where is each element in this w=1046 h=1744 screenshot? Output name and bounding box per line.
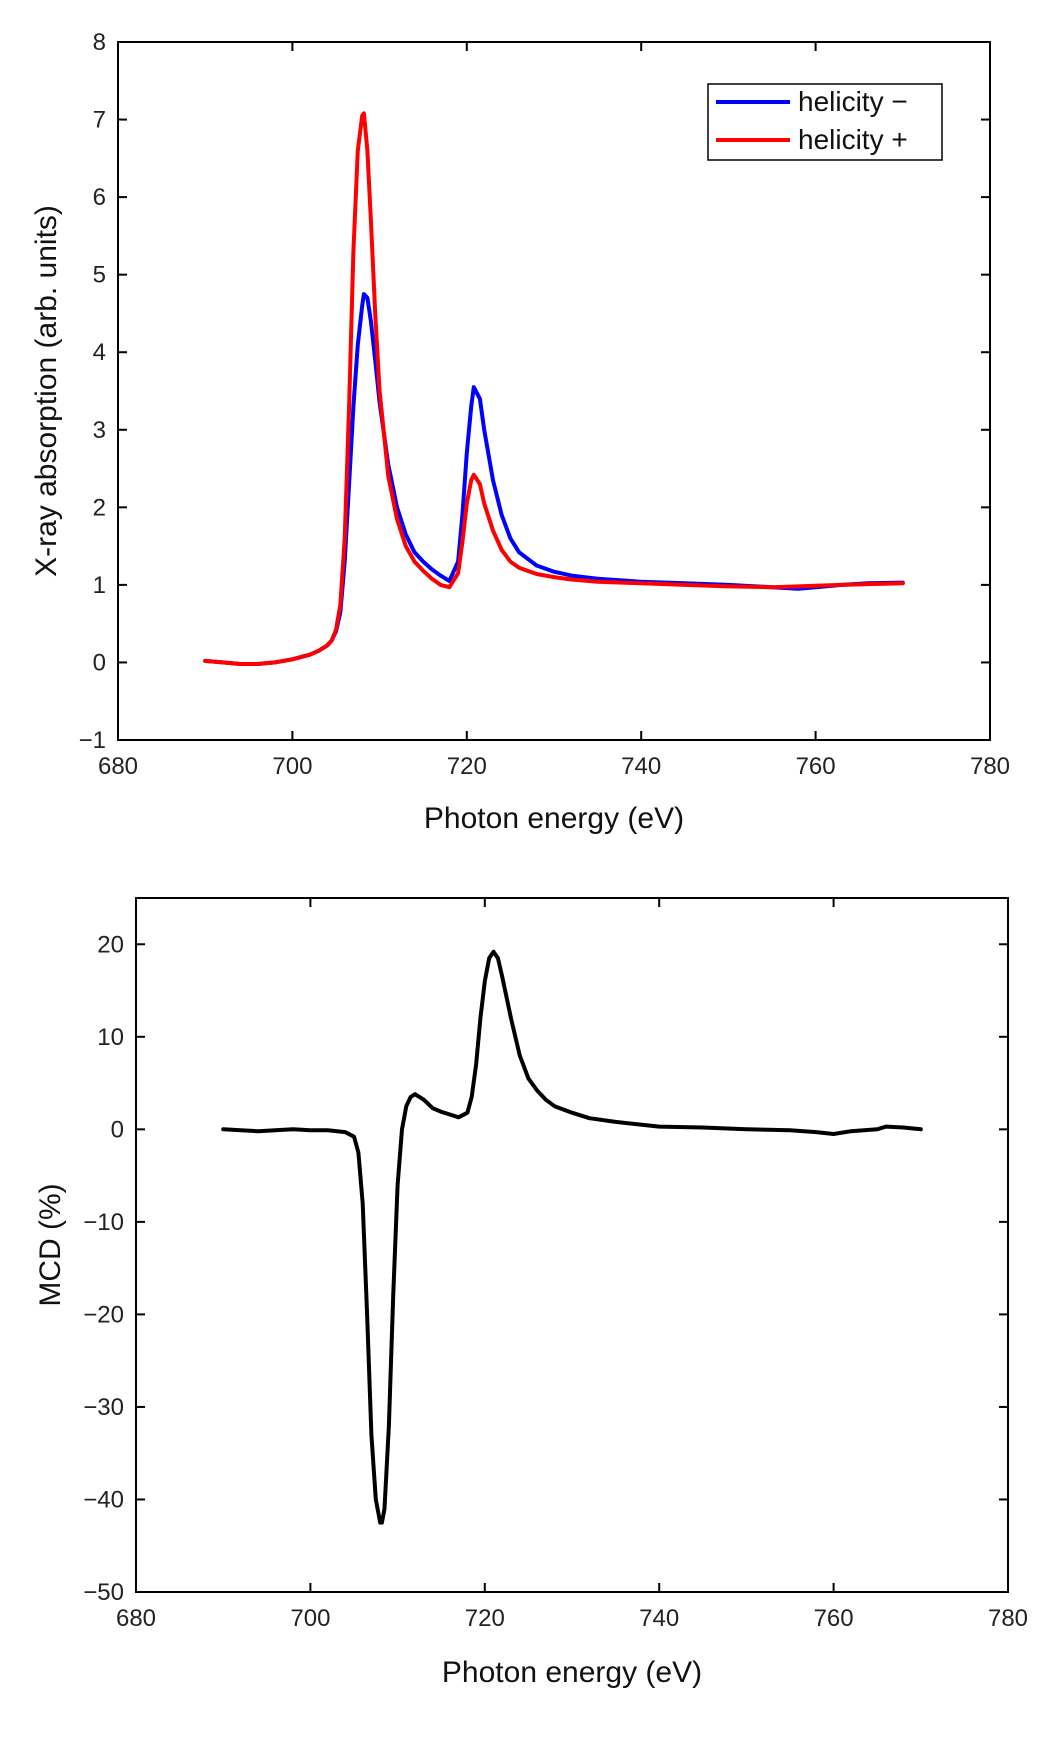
absorption-x-axis-title: Photon energy (eV) [424, 802, 684, 835]
mcd-y-tick-label: 20 [97, 931, 124, 958]
absorption-y-tick-label: 3 [93, 417, 106, 444]
absorption-legend: helicity − helicity + [707, 83, 943, 161]
absorption-series [203, 111, 905, 666]
absorption-plot-frame [117, 41, 991, 741]
absorption-y-tick-label: 8 [93, 29, 106, 56]
mcd-x-tick-label: 740 [639, 1605, 679, 1632]
mcd-y-tick-label: −40 [83, 1486, 124, 1513]
legend-box [707, 83, 943, 161]
absorption-x-tick-label: 700 [272, 753, 312, 780]
absorption-y-tick-label: 4 [93, 339, 106, 366]
mcd-x-tick-label: 780 [988, 1605, 1028, 1632]
mcd-y-axis-title: MCD (%) [34, 1183, 67, 1306]
mcd-tick-labels: 680 700 720 740 760 780 −50 −40 −30 −20 −10 0 10 20 [83, 931, 1028, 1632]
mcd-series [221, 949, 923, 1525]
absorption-y-tick-label: 1 [93, 572, 106, 599]
mcd-x-axis-title: Photon energy (eV) [442, 1656, 702, 1689]
mcd-x-tick-label: 760 [814, 1605, 854, 1632]
absorption-y-tick-label: −1 [79, 727, 106, 754]
mcd-y-tick-label: −20 [83, 1301, 124, 1328]
mcd-series-line-0 [221, 949, 923, 1525]
absorption-x-tick-label: 720 [447, 753, 487, 780]
absorption-x-tick-label: 760 [796, 753, 836, 780]
legend-label-helicity-minus: helicity − [798, 86, 908, 117]
mcd-y-tick-label: 0 [111, 1116, 124, 1143]
mcd-y-tick-label: −10 [83, 1209, 124, 1236]
absorption-x-tick-label: 780 [970, 753, 1010, 780]
mcd-plot-frame [135, 897, 1009, 1593]
absorption-tick-labels: 680 700 720 740 760 780 −1 0 1 2 3 4 5 6 7 8 [79, 29, 1010, 780]
mcd-x-tick-label: 720 [465, 1605, 505, 1632]
absorption-y-tick-label: 0 [93, 649, 106, 676]
mcd-chart: 680 700 720 740 760 780 −50 −40 −30 −20 −10 0 10 20 P… [34, 897, 1028, 1689]
mcd-x-tick-label: 700 [290, 1605, 330, 1632]
mcd-y-tick-label: −30 [83, 1394, 124, 1421]
legend-label-helicity-plus: helicity + [798, 124, 908, 155]
absorption-y-tick-label: 7 [93, 107, 106, 134]
absorption-ticks [117, 41, 991, 741]
absorption-y-tick-label: 2 [93, 494, 106, 521]
mcd-ticks [135, 898, 1009, 1593]
absorption-series-line-1 [203, 111, 905, 666]
absorption-y-tick-label: 5 [93, 262, 106, 289]
mcd-y-tick-label: −50 [83, 1579, 124, 1606]
absorption-series-line-0 [203, 292, 905, 666]
mcd-y-tick-label: 10 [97, 1024, 124, 1051]
absorption-x-tick-label: 680 [98, 753, 138, 780]
mcd-x-tick-label: 680 [116, 1605, 156, 1632]
absorption-y-tick-label: 6 [93, 184, 106, 211]
absorption-chart: 680 700 720 740 760 780 −1 0 1 2 3 4 5 6 7 8 Photon ene… [30, 29, 1010, 835]
absorption-y-axis-title: X-ray absorption (arb. units) [30, 205, 63, 577]
absorption-x-tick-label: 740 [621, 753, 661, 780]
